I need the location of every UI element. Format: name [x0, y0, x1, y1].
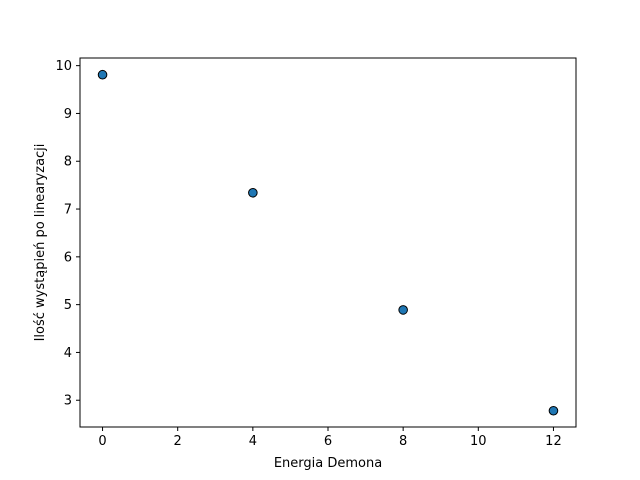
- x-axis-label: Energia Demona: [274, 456, 382, 471]
- x-tick-label: 2: [174, 434, 182, 449]
- x-axis-ticks: 0 2 4 6 8 10 12: [98, 427, 562, 449]
- y-tick-label: 5: [64, 298, 72, 313]
- data-points: [97, 69, 559, 416]
- x-tick-label: 10: [470, 434, 487, 449]
- scatter-point: [548, 405, 559, 416]
- y-tick-label: 6: [64, 250, 72, 265]
- x-tick-label: 0: [98, 434, 106, 449]
- y-tick-label: 9: [64, 107, 72, 122]
- y-tick-label: 3: [64, 394, 72, 409]
- scatter-point: [248, 187, 258, 198]
- scatter-point: [398, 305, 408, 315]
- y-tick-label: 4: [64, 346, 72, 361]
- x-tick-label: 8: [399, 434, 407, 449]
- x-tick-label: 6: [324, 434, 332, 449]
- x-tick-label: 12: [545, 434, 562, 449]
- plot-area-frame: [79, 57, 577, 428]
- y-axis-ticks: 3 4 5 6 7 8 9 10: [55, 59, 80, 409]
- y-axis-label: Ilość wystąpień po linearyzacji: [33, 144, 48, 342]
- y-tick-label: 7: [64, 203, 72, 218]
- x-tick-label: 4: [249, 434, 257, 449]
- y-tick-label: 8: [64, 155, 72, 170]
- scatter-point: [97, 69, 108, 80]
- y-tick-label: 10: [55, 59, 72, 74]
